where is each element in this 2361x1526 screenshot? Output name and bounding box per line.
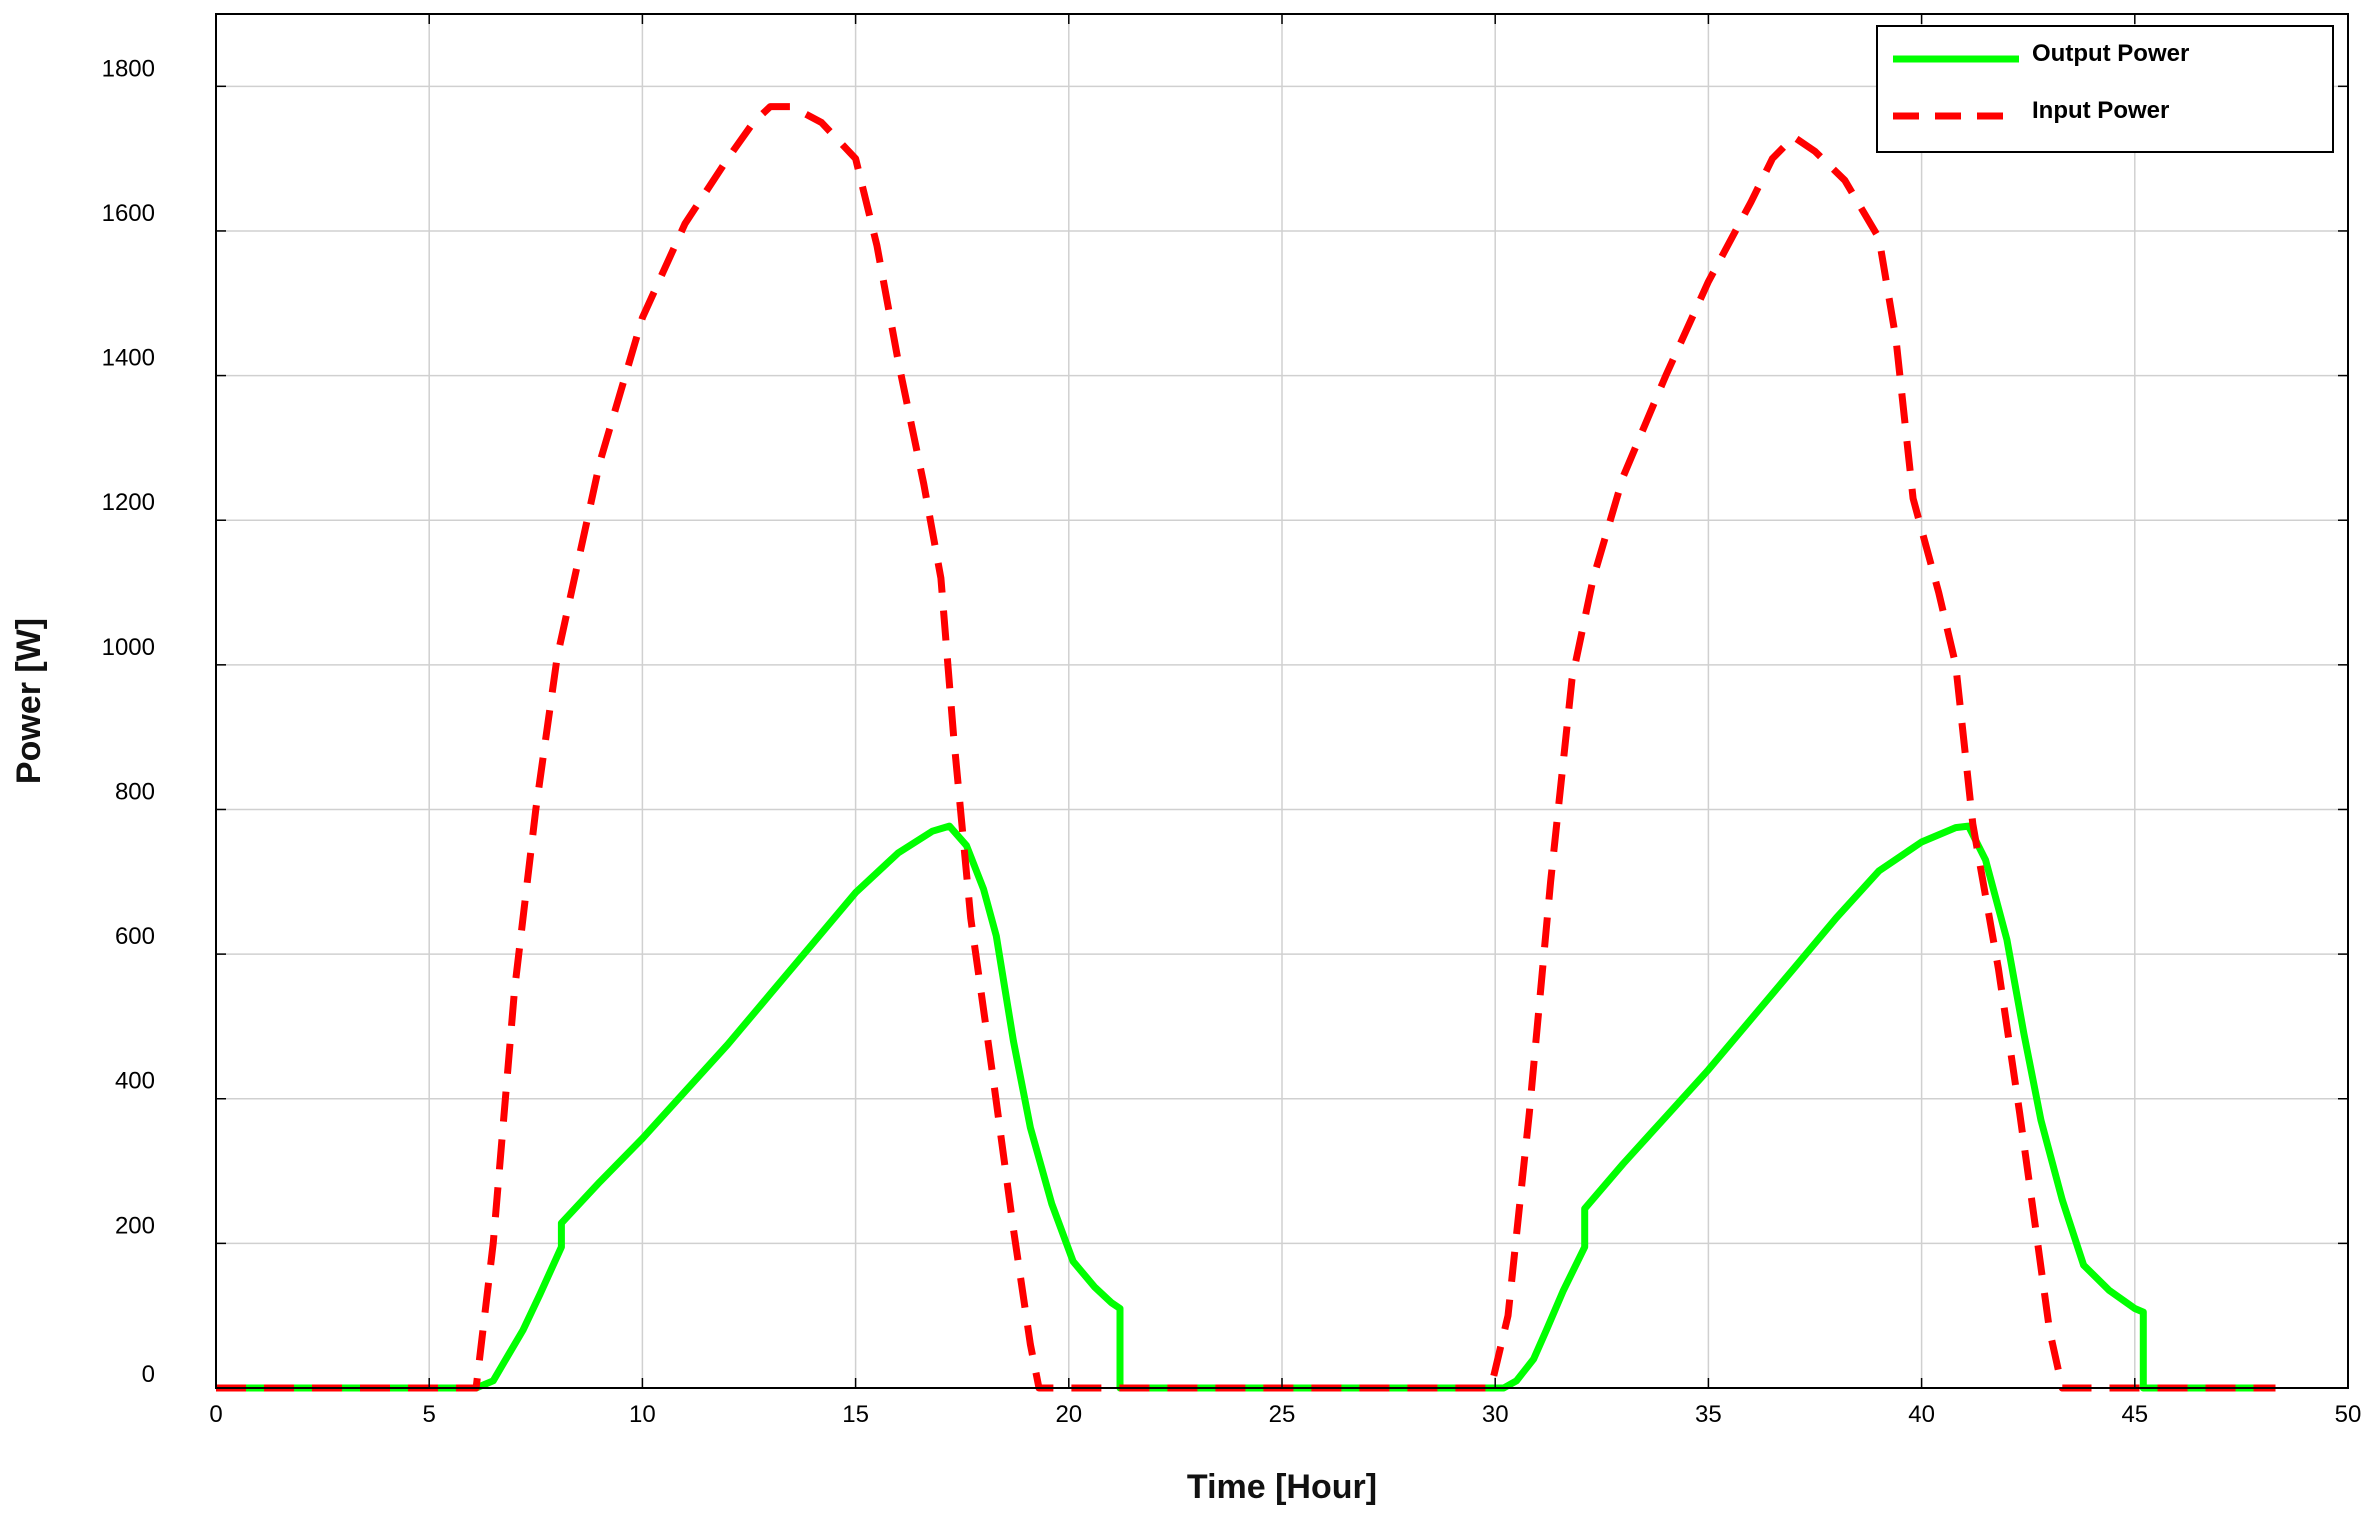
legend-box (1876, 25, 2334, 153)
y-tick-label: 1800 (102, 55, 155, 82)
x-tick-label: 0 (209, 1401, 222, 1428)
y-tick-label: 1600 (102, 200, 155, 227)
legend: Output Power Input Power (1876, 25, 2334, 153)
x-axis-label: Time [Hour] (1187, 1468, 1377, 1506)
y-tick-label: 1000 (102, 634, 155, 661)
x-tick-label: 45 (2121, 1401, 2148, 1428)
x-tick-label: 40 (1908, 1401, 1935, 1428)
x-tick-label: 15 (842, 1401, 869, 1428)
y-tick-label: 1200 (102, 489, 155, 516)
y-tick-label: 0 (142, 1361, 155, 1388)
y-tick-label: 1400 (102, 345, 155, 372)
y-tick-label: 800 (115, 778, 155, 805)
x-tick-label: 35 (1695, 1401, 1722, 1428)
x-tick-label: 10 (629, 1401, 656, 1428)
y-tick-label: 600 (115, 923, 155, 950)
x-tick-label: 20 (1055, 1401, 1082, 1428)
y-ticks: 0 200 400 600 800 1000 1200 1400 1600 1800 (102, 55, 2348, 1389)
y-tick-label: 400 (115, 1068, 155, 1095)
x-tick-label: 5 (423, 1401, 436, 1428)
x-ticks: 0 5 10 15 20 25 30 35 40 45 50 (209, 14, 2361, 1428)
x-tick-label: 30 (1482, 1401, 1509, 1428)
x-tick-label: 50 (2335, 1401, 2361, 1428)
legend-label-input-power: Input Power (2032, 97, 2169, 124)
y-axis-label: Power [W] (10, 618, 48, 784)
x-tick-label: 25 (1269, 1401, 1296, 1428)
y-tick-label: 200 (115, 1212, 155, 1239)
legend-label-output-power: Output Power (2032, 40, 2189, 67)
